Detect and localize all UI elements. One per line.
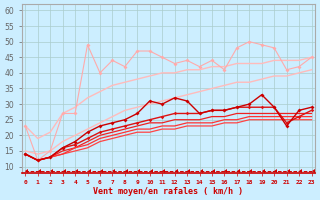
X-axis label: Vent moyen/en rafales ( km/h ): Vent moyen/en rafales ( km/h ) bbox=[93, 187, 244, 196]
